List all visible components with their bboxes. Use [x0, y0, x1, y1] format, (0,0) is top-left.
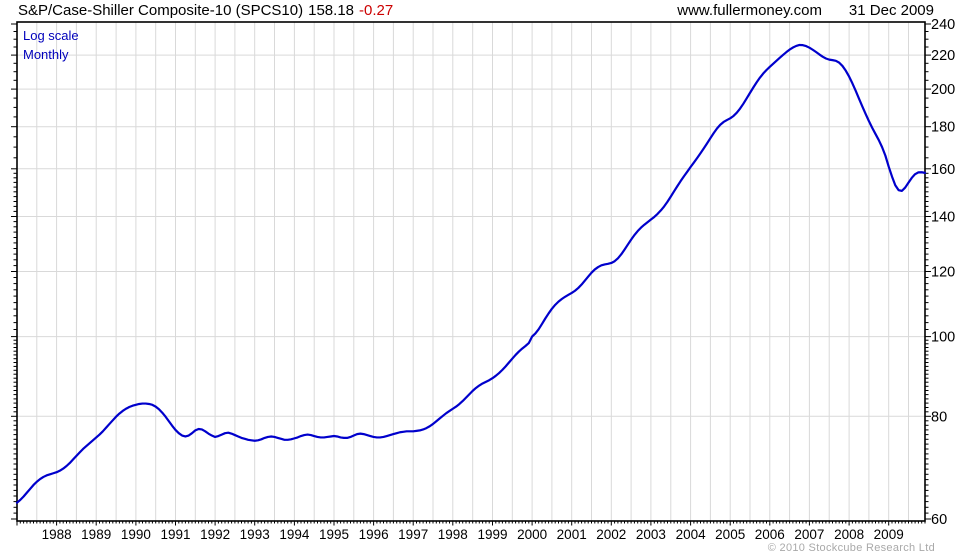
chart-title: S&P/Case-Shiller Composite-10 (SPCS10): [18, 2, 304, 19]
chart-date: 31 Dec 2009: [848, 2, 934, 19]
svg-text:1988: 1988: [42, 527, 72, 542]
svg-text:2007: 2007: [794, 527, 824, 542]
svg-text:100: 100: [931, 330, 955, 346]
plot-annotations: Log scale Monthly: [23, 26, 79, 64]
svg-text:1995: 1995: [319, 527, 349, 542]
svg-text:240: 240: [931, 17, 955, 33]
website-link[interactable]: www.fullermoney.com: [677, 2, 822, 19]
price-line: [15, 43, 927, 504]
svg-text:1989: 1989: [81, 527, 111, 542]
svg-text:120: 120: [931, 265, 955, 281]
svg-text:2002: 2002: [596, 527, 626, 542]
svg-text:1999: 1999: [477, 527, 507, 542]
chart-title-row: S&P/Case-Shiller Composite-10 (SPCS10) 1…: [18, 2, 393, 19]
change-value: -0.27: [359, 2, 394, 19]
svg-text:1993: 1993: [240, 527, 270, 542]
svg-text:2008: 2008: [834, 527, 864, 542]
svg-text:2009: 2009: [874, 527, 904, 542]
svg-text:2003: 2003: [636, 527, 666, 542]
svg-text:180: 180: [931, 120, 955, 136]
svg-text:2004: 2004: [676, 527, 707, 542]
grid-lines: [17, 22, 925, 521]
svg-text:1991: 1991: [160, 527, 190, 542]
svg-text:220: 220: [931, 48, 955, 64]
copyright-notice: © 2010 Stockcube Research Ltd: [767, 542, 935, 554]
svg-text:1990: 1990: [121, 527, 151, 542]
svg-text:2001: 2001: [557, 527, 587, 542]
last-value: 158.18: [308, 2, 355, 19]
svg-text:60: 60: [931, 512, 947, 528]
svg-text:200: 200: [931, 82, 955, 98]
frequency-label: Monthly: [23, 47, 69, 62]
y-axis-labels: 60 80 100 120 140 160 180 200 220 240: [931, 17, 955, 528]
svg-text:80: 80: [931, 409, 947, 425]
svg-text:1994: 1994: [279, 527, 310, 542]
svg-text:2005: 2005: [715, 527, 745, 542]
axis-ticks: [11, 23, 931, 526]
svg-text:2006: 2006: [755, 527, 785, 542]
svg-text:1998: 1998: [438, 527, 468, 542]
scale-label: Log scale: [23, 28, 79, 43]
svg-text:1996: 1996: [359, 527, 389, 542]
svg-text:2000: 2000: [517, 527, 547, 542]
svg-text:1997: 1997: [398, 527, 428, 542]
svg-text:140: 140: [931, 210, 955, 226]
x-axis-labels: 1988 1989 1990 1991 1992 1993 1994 1995 1996 1997…: [42, 527, 904, 542]
svg-text:1992: 1992: [200, 527, 230, 542]
svg-text:160: 160: [931, 162, 955, 178]
